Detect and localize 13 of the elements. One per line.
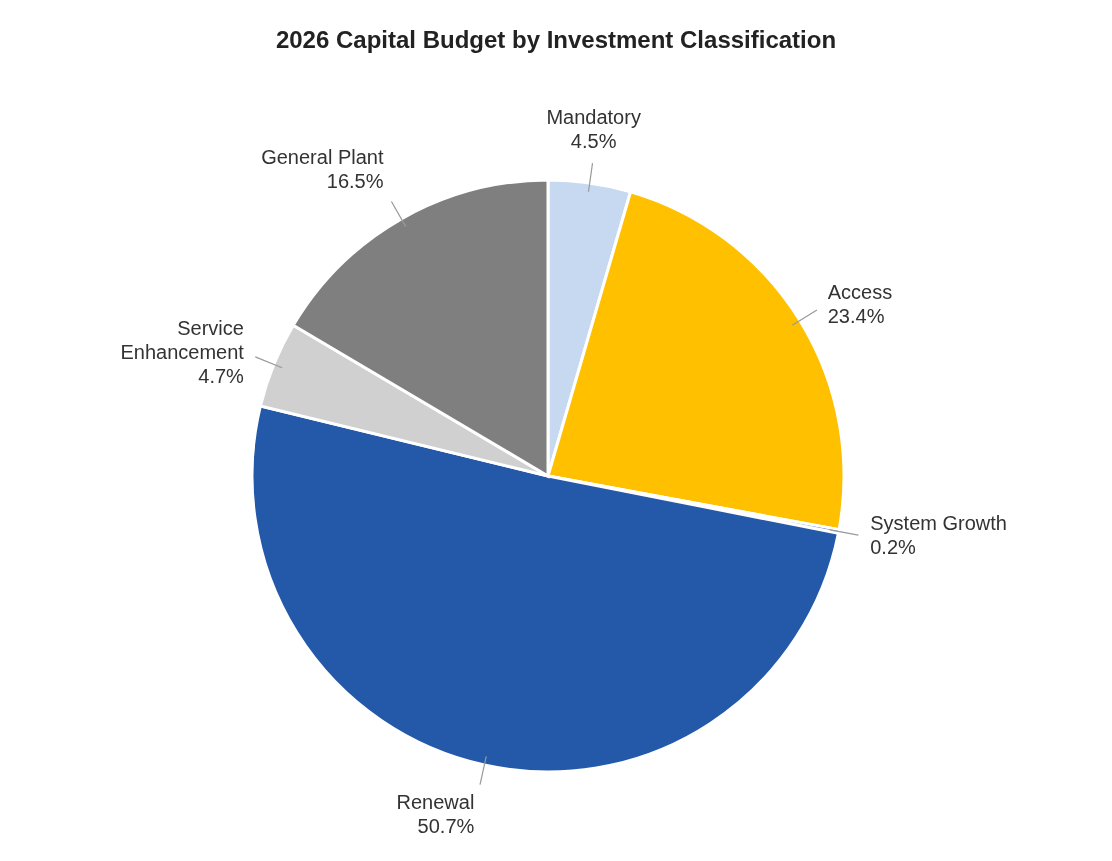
slice-label: Access	[827, 280, 893, 303]
data-label: 0.2%	[870, 535, 917, 558]
slice-label: General Plant	[261, 145, 384, 168]
data-label: 4.5%	[570, 130, 617, 153]
data-label: 50.7%	[417, 815, 475, 838]
chart-title: 2026 Capital Budget by Investment Classification	[275, 26, 837, 53]
data-label: 23.4%	[827, 304, 885, 327]
data-label: 16.5%	[326, 169, 384, 192]
slice-label: Service Enhancement	[120, 316, 245, 363]
data-label: 4.7%	[198, 364, 245, 387]
slice-label: System Growth	[870, 511, 1007, 534]
slice-label: Mandatory	[546, 106, 641, 129]
slice-label: Renewal	[396, 791, 475, 814]
